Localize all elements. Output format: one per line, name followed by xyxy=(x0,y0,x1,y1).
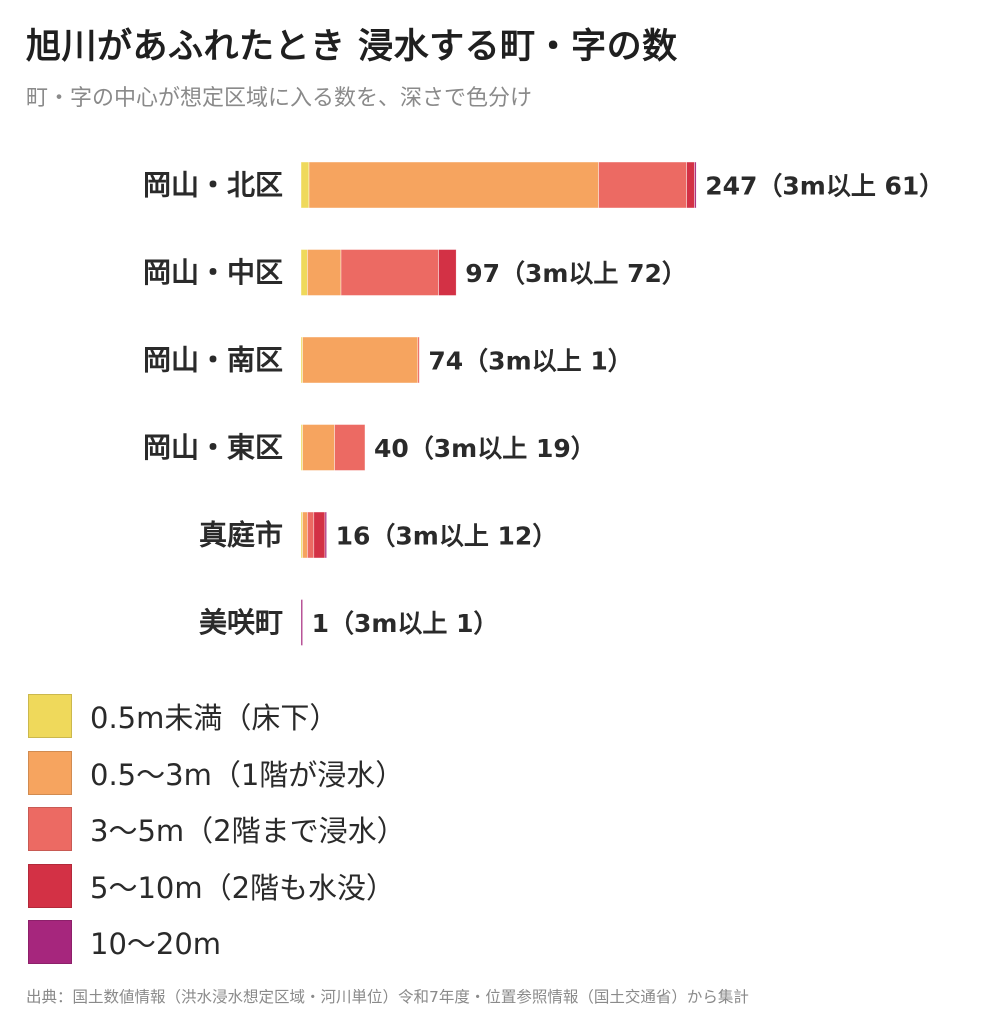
bar-segment xyxy=(300,249,308,296)
value-label: 16（3m以上 12） xyxy=(336,522,558,551)
category-label: 美咲町 xyxy=(199,606,283,639)
legend: 0.5m未満（床下） 0.5〜3m（1階が浸水） 3〜5m（2階まで浸水） 5〜… xyxy=(28,688,406,971)
chart-title: 旭川があふれたとき 浸水する町・字の数 xyxy=(26,27,678,67)
legend-label: 3〜5m（2階まで浸水） xyxy=(90,814,406,849)
value-label: 97（3m以上 72） xyxy=(465,259,687,288)
bar-segment xyxy=(313,511,326,559)
source-note: 出典：国土数値情報（洪水浸水想定区域・河川単位）令和7年度・位置参照情報（国土交… xyxy=(26,988,749,1006)
bar-segment xyxy=(438,249,457,296)
bar-segment xyxy=(340,249,439,296)
legend-swatch xyxy=(28,750,72,795)
bar-segment xyxy=(300,161,310,209)
bar-segment xyxy=(334,424,366,471)
bar-segment xyxy=(694,161,697,209)
bar-segment xyxy=(300,599,303,646)
bar-segment xyxy=(308,161,599,209)
legend-label: 5〜10m（2階も水没） xyxy=(90,870,396,905)
category-label: 岡山・中区 xyxy=(143,256,283,289)
value-label: 247（3m以上 61） xyxy=(705,172,944,201)
category-label: 岡山・東区 xyxy=(143,431,283,464)
category-label: 岡山・北区 xyxy=(143,169,283,202)
legend-swatch xyxy=(28,694,72,739)
bar-segment xyxy=(302,336,419,384)
legend-item: 5〜10m（2階も水没） xyxy=(28,858,406,915)
category-label: 真庭市 xyxy=(199,519,283,552)
value-label: 74（3m以上 1） xyxy=(428,347,632,376)
legend-swatch xyxy=(28,863,72,908)
bar-segment xyxy=(307,511,315,559)
legend-swatch xyxy=(28,920,72,965)
bar-segment xyxy=(598,161,687,209)
bar-segment xyxy=(302,511,308,559)
legend-item: 10〜20m xyxy=(28,914,406,971)
bar-segment xyxy=(324,511,327,559)
bar-segment xyxy=(417,336,420,384)
bar-segment xyxy=(307,249,342,296)
value-label: 40（3m以上 19） xyxy=(374,434,596,463)
stacked-bar-chart: 岡山・北区 247（3m以上 61） 岡山・中区 97（3m以上 72） 岡山・南区 74… xyxy=(143,161,944,646)
legend-item: 0.5〜3m（1階が浸水） xyxy=(28,745,406,802)
chart-subtitle: 町・字の中心が想定区域に入る数を、深さで色分け xyxy=(26,86,533,111)
bar-segment xyxy=(302,424,335,471)
legend-item: 3〜5m（2階まで浸水） xyxy=(28,801,406,858)
category-label: 岡山・南区 xyxy=(143,344,283,377)
legend-swatch xyxy=(28,807,72,852)
legend-label: 10〜20m xyxy=(90,927,222,962)
value-label: 1（3m以上 1） xyxy=(312,609,499,638)
bar-segment xyxy=(686,161,695,209)
legend-label: 0.5〜3m（1階が浸水） xyxy=(90,757,405,792)
legend-item: 0.5m未満（床下） xyxy=(28,688,406,745)
legend-label: 0.5m未満（床下） xyxy=(90,701,339,736)
